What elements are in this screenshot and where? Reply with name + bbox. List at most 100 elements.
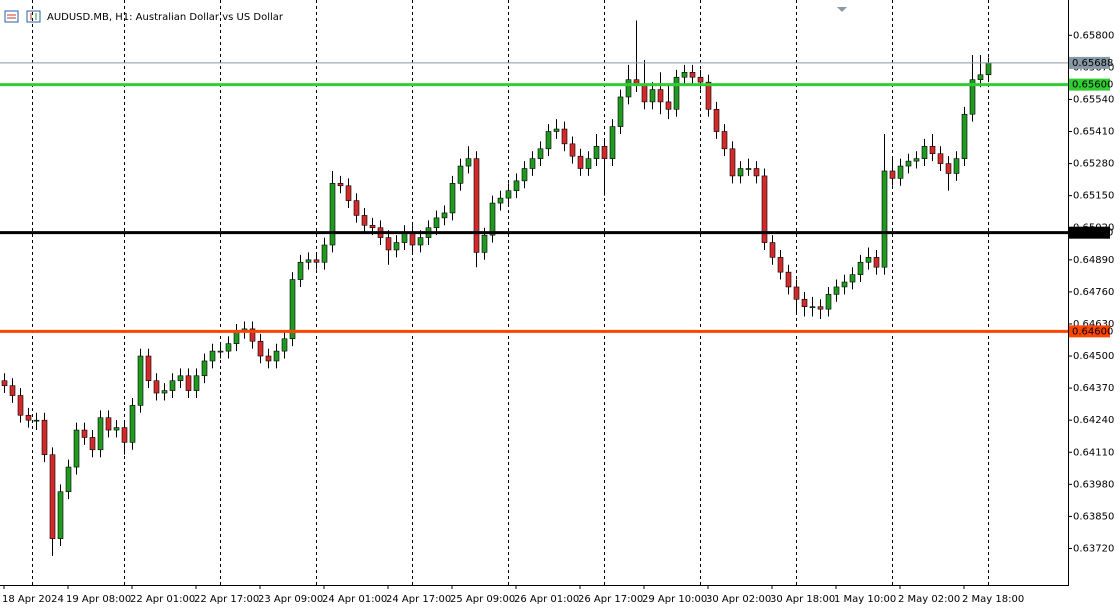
- candle-body: [721, 131, 728, 150]
- x-tick-label: 24 Apr 01:00: [322, 594, 387, 605]
- candle-body: [297, 261, 304, 280]
- candle-body: [417, 237, 424, 246]
- candle-body: [353, 200, 360, 216]
- candle-body: [817, 306, 824, 310]
- candle-body: [897, 165, 904, 179]
- price-level-tag: [1069, 325, 1110, 338]
- candle-body: [9, 385, 16, 396]
- candle-body: [929, 146, 936, 155]
- candle-body: [625, 79, 632, 98]
- candle-body: [17, 395, 24, 416]
- candle-body: [913, 158, 920, 162]
- candle-body: [977, 74, 984, 80]
- y-tick-label: 0.64370: [1073, 383, 1114, 394]
- candle-body: [89, 437, 96, 451]
- candle-body: [881, 170, 888, 268]
- candle-body: [785, 271, 792, 288]
- candle-body: [313, 259, 320, 263]
- candle-body: [985, 62, 992, 76]
- candle-body: [233, 331, 240, 344]
- candle-body: [329, 183, 336, 246]
- candle-body: [121, 427, 128, 443]
- candle-body: [505, 190, 512, 199]
- candle-body: [553, 128, 560, 132]
- candle-body: [577, 155, 584, 169]
- y-tick-label: 0.65800: [1073, 30, 1114, 41]
- candle-body: [945, 163, 952, 174]
- candle-body: [681, 71, 688, 78]
- candle-body: [25, 414, 32, 421]
- candle-body: [433, 217, 440, 229]
- candle-body: [705, 81, 712, 110]
- candle-body: [825, 294, 832, 310]
- candle-body: [537, 148, 544, 159]
- y-tick-label: 0.64760: [1073, 287, 1114, 298]
- candle-body: [201, 360, 208, 377]
- candle-body: [609, 126, 616, 159]
- price-level-label: 0.65000: [1072, 228, 1113, 239]
- candle-body: [849, 274, 856, 283]
- candle-body: [449, 183, 456, 214]
- price-level-label: 0.65688: [1072, 58, 1113, 69]
- candle-body: [745, 168, 752, 170]
- candle-body: [129, 405, 136, 443]
- y-tick-label: 0.64630: [1073, 319, 1114, 330]
- candle-body: [281, 338, 288, 352]
- x-tick-label: 30 Apr 18:00: [770, 594, 835, 605]
- candle-body: [265, 355, 272, 362]
- candle-body: [105, 417, 112, 431]
- candle-body: [249, 328, 256, 342]
- y-tick-label: 0.64110: [1073, 447, 1114, 458]
- candle-body: [385, 237, 392, 251]
- candle-body: [713, 109, 720, 132]
- candle-body: [777, 257, 784, 273]
- candle-body: [641, 84, 648, 103]
- candle-body: [953, 158, 960, 174]
- candle-body: [409, 232, 416, 246]
- candle-body: [737, 168, 744, 177]
- candle-body: [273, 350, 280, 362]
- y-tick-label: 0.64240: [1073, 415, 1114, 426]
- candle-body: [513, 180, 520, 192]
- candle-body: [889, 170, 896, 179]
- candle-body: [865, 257, 872, 263]
- candle-body: [113, 427, 120, 431]
- candle-body: [833, 286, 840, 295]
- candle-body: [161, 390, 168, 394]
- candle-body: [809, 306, 816, 308]
- candle-body: [41, 419, 48, 456]
- y-tick-label: 0.65150: [1073, 191, 1114, 202]
- candle-body: [169, 380, 176, 391]
- x-tick-label: 22 Apr 01:00: [130, 594, 195, 605]
- y-tick-label: 0.63980: [1073, 479, 1114, 490]
- symbol-icons: [4, 10, 41, 23]
- y-tick-label: 0.65540: [1073, 94, 1114, 105]
- candle-body: [193, 375, 200, 391]
- x-tick-label: 18 Apr 2024: [2, 594, 64, 605]
- candle-body: [289, 279, 296, 340]
- candle-body: [657, 89, 664, 103]
- candle-body: [65, 466, 72, 493]
- candle-body: [769, 242, 776, 258]
- x-tick-label: 26 Apr 01:00: [514, 594, 579, 605]
- candle-body: [665, 101, 672, 110]
- candle-body: [49, 454, 56, 539]
- shift-marker: [837, 7, 847, 12]
- x-tick-label: 24 Apr 17:00: [386, 594, 451, 605]
- candle-body: [345, 185, 352, 201]
- candle-body: [393, 242, 400, 251]
- candle-body: [729, 148, 736, 177]
- candle-body: [601, 146, 608, 159]
- candle-body: [753, 168, 760, 177]
- y-tick-label: 0.64500: [1073, 351, 1114, 362]
- candle-body: [921, 146, 928, 159]
- chart-title: AUDUSD.MB, H1: Australian Dollar vs US D…: [47, 12, 284, 23]
- candle-body: [257, 340, 264, 357]
- candle-body: [529, 158, 536, 169]
- candle-body: [1, 380, 8, 386]
- candle-body: [793, 286, 800, 300]
- candle-body: [153, 380, 160, 394]
- candle-body: [585, 158, 592, 169]
- y-tick-label: 0.63850: [1073, 511, 1114, 522]
